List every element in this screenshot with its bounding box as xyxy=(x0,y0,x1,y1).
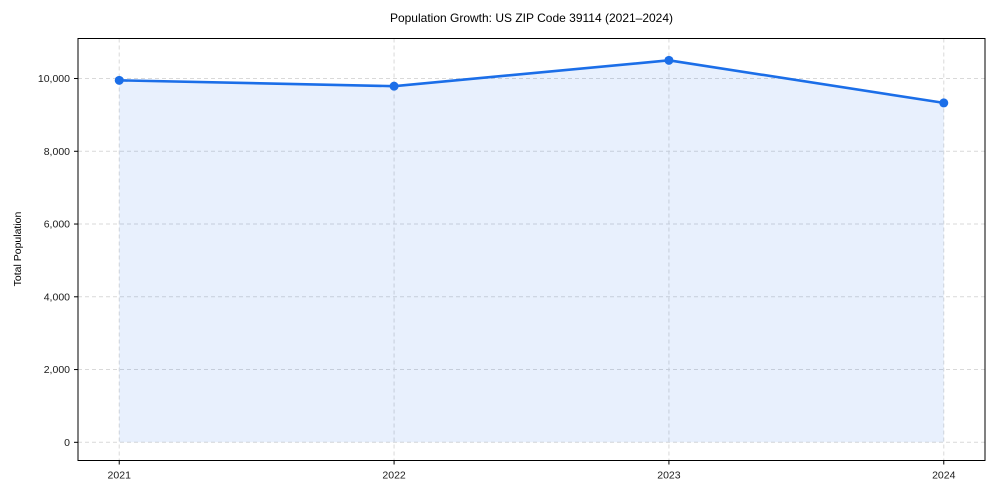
y-tick-label: 2,000 xyxy=(44,364,70,376)
y-tick-label: 10,000 xyxy=(38,73,70,85)
y-tick-label: 6,000 xyxy=(44,219,70,231)
x-tick-label: 2021 xyxy=(108,470,132,482)
data-point-marker xyxy=(114,75,124,85)
series-line xyxy=(117,59,946,105)
data-point-marker xyxy=(664,55,674,65)
y-tick-label: 8,000 xyxy=(44,146,70,158)
x-tick-label: 2022 xyxy=(382,470,406,482)
plot-background xyxy=(78,38,985,461)
data-point-marker xyxy=(939,98,949,108)
x-tick-label: 2024 xyxy=(932,470,956,482)
y-tick-label: 0 xyxy=(64,437,70,449)
plot-border xyxy=(77,38,986,461)
y-tick-label: 4,000 xyxy=(44,291,70,303)
chart-title: Population Growth: US ZIP Code 39114 (20… xyxy=(389,11,674,25)
data-point-marker xyxy=(389,81,399,91)
x-tick-label: 2023 xyxy=(657,470,681,482)
area-fill xyxy=(119,60,944,443)
